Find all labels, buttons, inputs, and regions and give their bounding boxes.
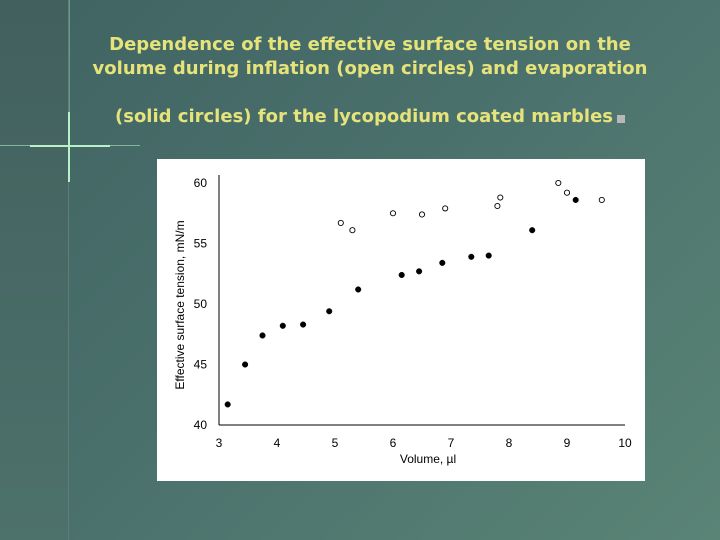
evaporation-point-solid	[485, 252, 492, 259]
x-tick-label: 6	[390, 436, 397, 450]
inflation-point-open	[442, 205, 449, 212]
decor-vertical-line	[69, 0, 70, 180]
x-tick-label: 8	[506, 436, 513, 450]
sparkle-icon-vertical	[68, 112, 70, 182]
evaporation-point-solid	[398, 271, 405, 279]
chart-points	[224, 179, 605, 408]
evaporation-point-solid	[572, 196, 579, 203]
x-tick-label: 7	[448, 436, 455, 450]
square-bullet-icon	[617, 115, 625, 123]
evaporation-point-solid	[529, 227, 536, 234]
x-tick-label: 10	[618, 436, 632, 450]
y-tick-label: 50	[194, 297, 208, 311]
inflation-point-open	[563, 189, 571, 196]
chart-panel: 40 45 50 55 60 3 4 5 6 7 8 9 10 Volume, µl Effective…	[157, 159, 645, 481]
evaporation-point-solid	[326, 308, 333, 315]
inflation-point-open	[598, 196, 605, 203]
y-tick-label: 45	[194, 358, 208, 372]
slide-title-line-2: volume during inflation (open circles) a…	[92, 58, 648, 79]
y-tick-label: 60	[194, 176, 208, 190]
inflation-point-open	[349, 227, 356, 234]
x-axis-label: Volume, µl	[400, 452, 456, 466]
inflation-point-open	[337, 219, 344, 226]
chart-axes	[218, 175, 625, 426]
y-tick-label: 40	[194, 418, 208, 432]
evaporation-point-solid	[355, 286, 362, 293]
inflation-point-open	[418, 211, 426, 218]
evaporation-point-solid	[300, 321, 307, 328]
slide-title-line-3: (solid circles) for the lycopodium coate…	[60, 105, 680, 129]
evaporation-point-solid	[439, 259, 446, 266]
inflation-point-open	[494, 202, 501, 210]
y-axis-label: Effective surface tension, mN/m	[173, 220, 187, 389]
x-tick-label: 9	[564, 436, 571, 450]
evaporation-point-solid	[259, 332, 266, 339]
evaporation-point-solid	[224, 401, 231, 408]
evaporation-point-solid	[279, 322, 286, 329]
x-tick-label: 4	[274, 436, 281, 450]
evaporation-point-solid	[416, 268, 423, 275]
inflation-point-open	[497, 194, 504, 201]
evaporation-point-solid	[242, 361, 249, 368]
left-decor-band	[0, 0, 69, 540]
evaporation-point-solid	[468, 253, 475, 260]
inflation-point-open	[389, 210, 397, 217]
slide-title-line-3-text: (solid circles) for the lycopodium coate…	[115, 106, 613, 127]
sparkle-icon-horizontal	[30, 145, 110, 147]
x-tick-label: 5	[332, 436, 339, 450]
inflation-point-open	[555, 179, 562, 187]
x-tick-label: 3	[216, 436, 223, 450]
y-tick-label: 55	[194, 237, 208, 251]
slide-title-line-1: Dependence of the effective surface tens…	[109, 34, 631, 55]
